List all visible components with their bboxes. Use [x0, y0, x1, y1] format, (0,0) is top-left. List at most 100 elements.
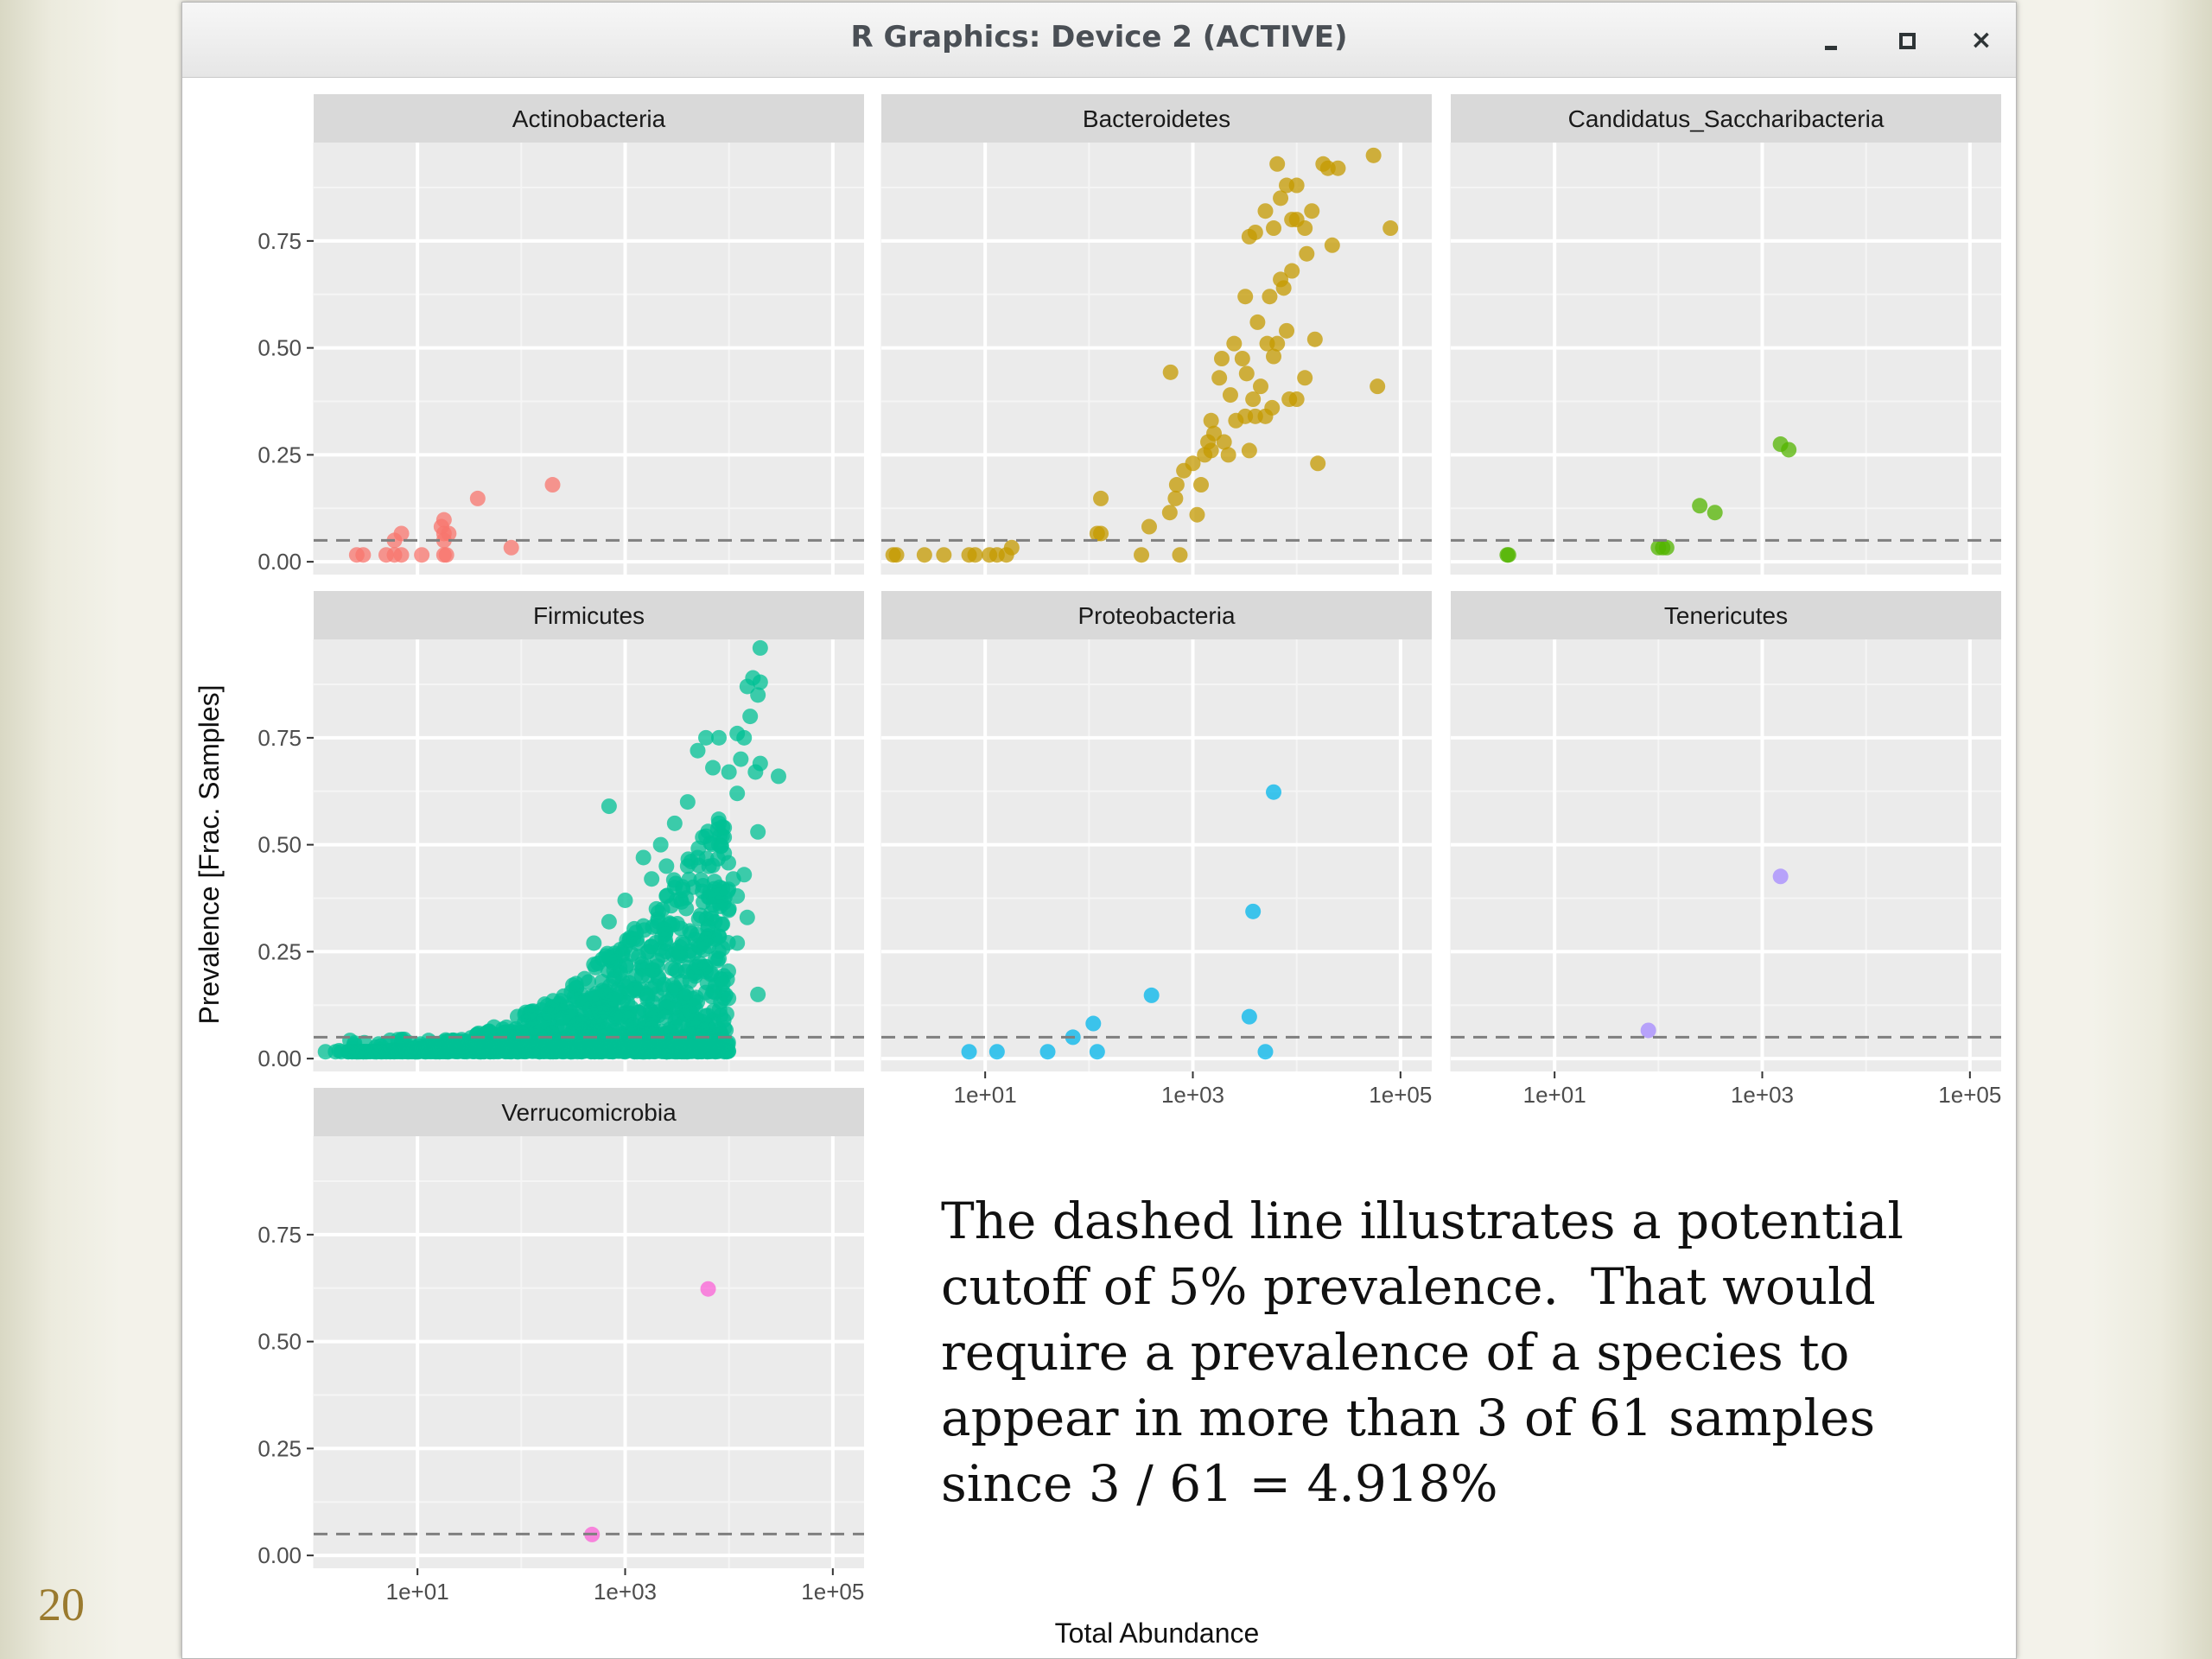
- data-point: [719, 971, 735, 988]
- data-point: [1237, 289, 1254, 305]
- facet-strip-label: Verrucomicrobia: [501, 1099, 677, 1126]
- data-point: [1213, 351, 1230, 366]
- data-point: [1252, 378, 1268, 395]
- data-point: [522, 1004, 538, 1020]
- data-point: [690, 1044, 706, 1060]
- data-point: [1284, 263, 1300, 279]
- data-point: [1772, 868, 1789, 885]
- y-tick-label: 0.50: [257, 1329, 302, 1355]
- data-point: [1222, 387, 1238, 404]
- facet-strip-label: Actinobacteria: [512, 105, 666, 132]
- data-point: [1269, 335, 1286, 352]
- data-point: [635, 849, 652, 866]
- data-point: [648, 900, 664, 917]
- data-point: [704, 857, 721, 874]
- data-point: [721, 990, 737, 1007]
- data-point: [713, 1032, 729, 1048]
- data-point: [750, 687, 766, 703]
- data-point: [612, 985, 628, 1001]
- data-point: [626, 982, 642, 998]
- data-point: [1168, 477, 1185, 493]
- data-point: [393, 547, 410, 563]
- data-point: [644, 871, 660, 887]
- data-point: [1167, 490, 1184, 506]
- minimize-icon: [1825, 45, 1837, 50]
- data-point: [676, 936, 692, 952]
- data-point: [711, 836, 728, 853]
- data-point: [565, 977, 582, 994]
- facet-panel-tenericutes: Tenericutes 1e+01 1e+03 1e+05: [1450, 591, 2001, 1108]
- facet-strip-label: Proteobacteria: [1077, 602, 1236, 629]
- y-tick-label: 0.75: [257, 228, 302, 254]
- facet-strip: [314, 1088, 864, 1136]
- data-point: [658, 1044, 675, 1060]
- data-point: [393, 525, 410, 542]
- data-point: [658, 858, 675, 874]
- x-tick-label: 1e+05: [1369, 1082, 1432, 1108]
- facet-strip-label: Candidatus_Saccharibacteria: [1568, 105, 1885, 132]
- y-tick-label: 0.25: [257, 442, 302, 467]
- data-point: [711, 928, 728, 944]
- data-point: [386, 1044, 403, 1060]
- data-point: [1162, 364, 1179, 380]
- data-point: [698, 931, 715, 947]
- close-button[interactable]: ×: [1962, 22, 2000, 60]
- data-point: [733, 751, 749, 767]
- data-point: [563, 1044, 579, 1060]
- data-point: [1161, 505, 1178, 521]
- data-point: [1241, 442, 1257, 459]
- facet-strip: [314, 591, 864, 639]
- data-point: [1241, 1008, 1257, 1025]
- data-point: [635, 1044, 652, 1060]
- data-point: [711, 815, 728, 831]
- data-point: [594, 999, 610, 1015]
- data-point: [441, 525, 457, 542]
- data-point: [503, 1029, 519, 1046]
- data-point: [1249, 314, 1266, 330]
- data-point: [630, 1004, 646, 1020]
- data-point: [967, 547, 983, 563]
- maximize-button[interactable]: [1888, 22, 1926, 60]
- data-point: [1234, 351, 1250, 366]
- data-point: [607, 1007, 623, 1024]
- panel-background: [314, 143, 864, 575]
- data-point: [1707, 505, 1723, 521]
- r-graphics-window: R Graphics: Device 2 (ACTIVE) × Actinoba…: [181, 2, 2017, 1659]
- data-point: [658, 999, 675, 1015]
- data-point: [673, 1016, 690, 1033]
- data-point: [679, 794, 696, 810]
- data-point: [1203, 442, 1219, 459]
- data-point: [711, 729, 728, 746]
- data-point: [698, 828, 715, 844]
- facet-strip-label: Bacteroidetes: [1083, 105, 1230, 132]
- data-point: [617, 1044, 633, 1060]
- data-point: [1264, 399, 1281, 416]
- window-titlebar[interactable]: R Graphics: Device 2 (ACTIVE) ×: [182, 3, 2016, 78]
- data-point: [693, 872, 709, 888]
- x-tick-label: 1e+01: [386, 1579, 449, 1605]
- y-tick-label: 0.50: [257, 335, 302, 361]
- data-point: [1134, 547, 1150, 563]
- data-point: [1143, 987, 1160, 1003]
- data-point: [1266, 784, 1282, 800]
- data-point: [988, 1044, 1005, 1060]
- y-tick-label: 0.25: [257, 938, 302, 964]
- y-axis-title: Prevalence [Frac. Samples]: [194, 684, 225, 1024]
- data-point: [742, 709, 759, 725]
- facet-strip: [1451, 591, 2001, 639]
- data-point: [1658, 539, 1675, 556]
- data-point: [586, 957, 602, 973]
- data-point: [658, 888, 675, 905]
- facet-strip: [881, 94, 1432, 143]
- data-point: [1189, 506, 1205, 523]
- panel-background: [1451, 143, 2001, 575]
- facet-panel-proteobacteria: Proteobacteria 1e+01 1e+03 1e+05: [880, 591, 1432, 1108]
- y-tick-label: 0.75: [257, 725, 302, 751]
- data-point: [1500, 547, 1516, 563]
- minimize-button[interactable]: [1812, 22, 1850, 60]
- data-point: [1304, 203, 1320, 219]
- data-point: [317, 1044, 334, 1060]
- data-point: [586, 935, 602, 951]
- maximize-icon: [1898, 32, 1916, 49]
- data-point: [1220, 447, 1236, 463]
